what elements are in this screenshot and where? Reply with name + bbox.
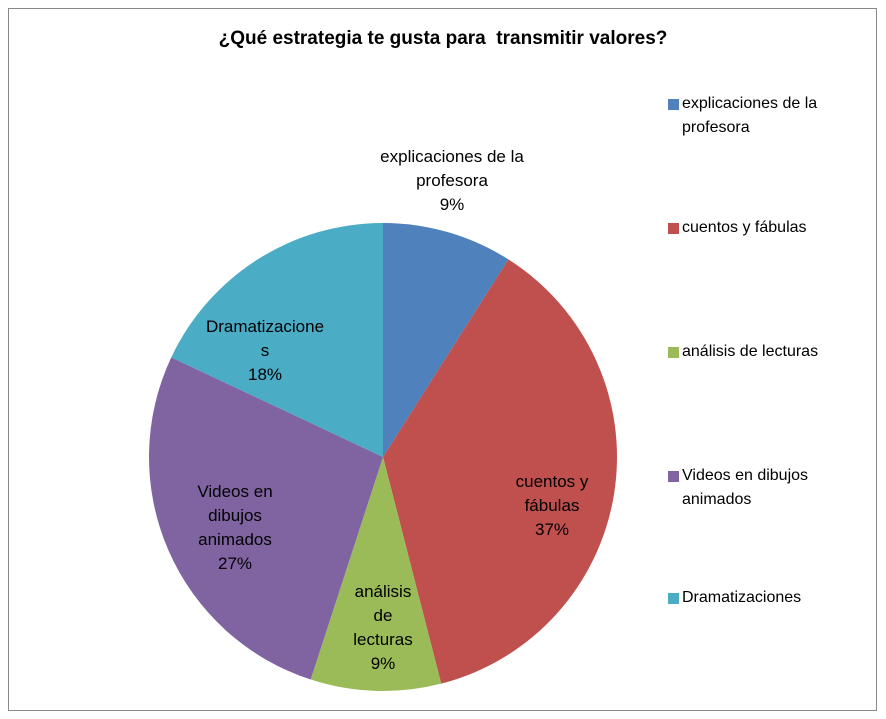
data-label-value: 9% [439,195,465,214]
legend-entry: explicaciones de la profesora [668,92,868,140]
data-label: cuentos y fábulas 37% [492,470,612,542]
pie-slice [149,357,383,680]
data-label: análisis de lecturas 9% [343,580,423,676]
pie-slice [383,259,617,684]
legend-entry: análisis de lecturas [668,340,868,364]
legend-swatch [668,347,679,358]
data-label-category: análisis de lecturas [353,582,413,649]
data-label-value: 18% [247,365,283,384]
legend-entry: Videos en dibujos animados [668,464,868,512]
legend-swatch [668,99,679,110]
legend-label: cuentos y fábulas [682,219,807,236]
data-label-category: explicaciones de la profesora [380,147,524,190]
data-label-value: 27% [217,554,253,573]
legend-swatch [668,593,679,604]
data-label-value: 9% [370,654,396,673]
pie-slice [383,223,509,457]
data-label-value: 37% [534,520,570,539]
legend-swatch [668,471,679,482]
data-label: Dramatizaciones 18% [204,315,326,387]
chart-frame [8,8,877,711]
data-label-category: Dramatizaciones [205,317,325,360]
pie-slice [310,457,442,691]
pie-slice [171,223,383,457]
data-label: explicaciones de la profesora 9% [362,145,542,217]
data-label-category: cuentos y fábulas [515,472,589,515]
legend-label: Videos en dibujos animados [682,467,809,508]
chart-title: ¿Qué estrategia te gusta para transmitir… [218,28,668,49]
legend-swatch [668,223,679,234]
data-label: Videos en dibujos animados 27% [180,480,290,576]
data-label-category: Videos en dibujos animados [197,482,273,549]
legend-label: explicaciones de la profesora [682,95,818,136]
legend-label: análisis de lecturas [682,343,819,360]
legend-label: Dramatizaciones [682,589,802,606]
legend-entry: cuentos y fábulas [668,216,868,240]
legend-entry: Dramatizaciones [668,586,868,610]
